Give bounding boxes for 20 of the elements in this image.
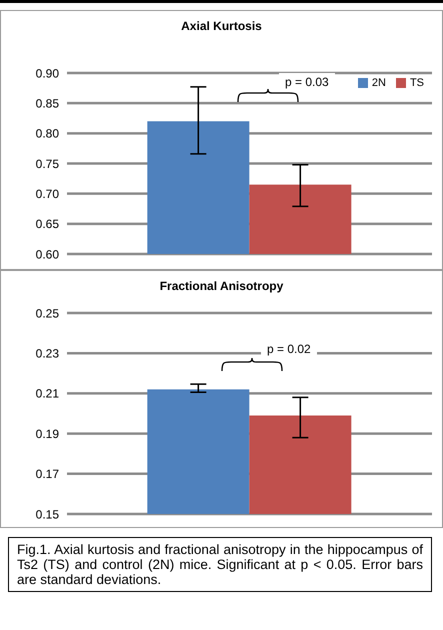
y-tick-label: 0.90: [36, 66, 60, 80]
legend-label: TS: [410, 77, 424, 89]
chart-title: Axial Kurtosis: [180, 19, 263, 33]
y-tick-label: 0.25: [36, 306, 60, 320]
y-tick-label: 0.65: [36, 217, 60, 232]
y-tick-label: 0.15: [36, 507, 60, 522]
y-tick-label: 0.60: [36, 247, 60, 262]
y-tick-label: 0.85: [36, 96, 60, 110]
annotation: p = 0.03: [279, 73, 335, 91]
y-tick-label: 0.70: [36, 186, 60, 201]
chart-title: Fractional Anisotropy: [158, 279, 284, 293]
legend-label: 2N: [372, 77, 386, 89]
y-tick-label: 0.17: [36, 467, 60, 482]
y-tick-label: 0.21: [36, 386, 60, 401]
annotation: p = 0.02: [261, 340, 317, 358]
y-tick-label: 0.23: [36, 346, 60, 360]
y-tick-label: 0.19: [36, 426, 60, 441]
y-tick-label: 0.75: [36, 156, 60, 171]
y-tick-label: 0.80: [36, 126, 60, 141]
caption: Fig.1. Axial kurtosis and fractional anisotropy in the hippocampus of Ts2 (TS) and control (2N) mice. Significant at p < 0.05. Error bars are standard deviations.: [8, 537, 432, 592]
